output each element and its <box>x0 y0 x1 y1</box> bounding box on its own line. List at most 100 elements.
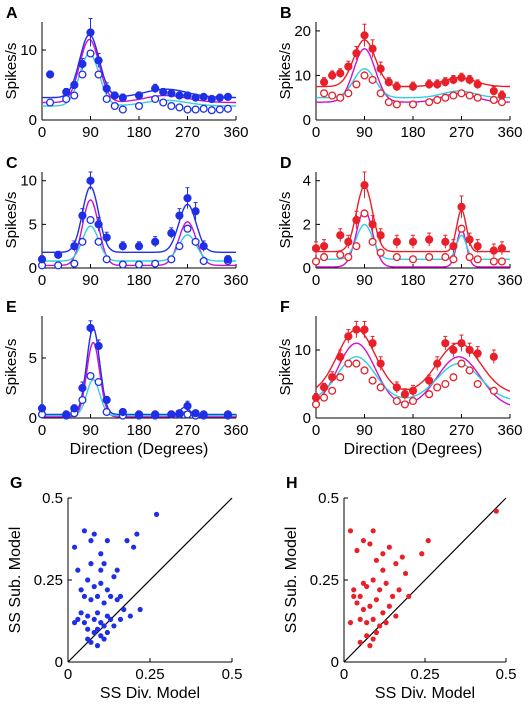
scatter-point <box>153 511 160 517</box>
open-point <box>102 255 111 264</box>
open-point <box>465 366 474 375</box>
x-tick-label: 180 <box>126 272 151 289</box>
filled-point <box>167 228 176 238</box>
scatter-point <box>117 593 124 600</box>
open-point <box>207 106 216 115</box>
y-axis-label: Spikes/s <box>3 192 20 249</box>
open-point <box>183 410 192 419</box>
scatter-point <box>104 538 110 544</box>
panel-letter: D <box>280 155 292 172</box>
filled-point <box>199 242 208 251</box>
x-tick-label: 90 <box>356 124 373 141</box>
scatter-point <box>104 613 110 619</box>
open-point <box>384 98 393 107</box>
open-point <box>392 253 401 262</box>
filled-point <box>457 339 466 348</box>
x-tick-label: 90 <box>356 422 373 439</box>
open-point <box>167 101 176 111</box>
fit-curve-magenta <box>42 199 236 267</box>
filled-point <box>425 235 434 244</box>
scatter-point <box>85 613 91 619</box>
y-tick-label: 5 <box>29 216 37 233</box>
scatter-point <box>357 593 363 600</box>
filled-point <box>433 80 442 89</box>
filled-point <box>94 341 103 351</box>
filled-point <box>497 91 507 100</box>
filled-point <box>319 383 329 392</box>
fit-curve-red <box>316 39 510 88</box>
open-point <box>191 105 200 114</box>
filled-point <box>352 325 361 334</box>
x-axis-label: SS Div. Model <box>375 685 475 702</box>
filled-point <box>167 89 176 98</box>
filled-point <box>191 93 200 102</box>
open-point <box>441 93 450 102</box>
filled-point <box>199 410 208 419</box>
filled-point <box>78 383 87 393</box>
x-tick-label: 360 <box>223 124 248 141</box>
scatter-point <box>373 597 379 603</box>
open-point <box>199 104 208 113</box>
identity-line <box>343 497 507 663</box>
scatter-point <box>137 606 143 613</box>
scatter-point <box>399 554 405 560</box>
open-point <box>62 94 71 104</box>
filled-point <box>86 176 95 185</box>
filled-point <box>62 410 71 419</box>
filled-point <box>37 404 47 413</box>
panel-letter: H <box>286 475 298 492</box>
scatter-point <box>370 616 376 622</box>
open-point <box>320 89 329 98</box>
open-point <box>352 359 361 368</box>
panel-letter: B <box>280 5 292 22</box>
filled-point <box>352 49 361 58</box>
y-tick-label: 10 <box>20 173 37 190</box>
scatter-point <box>71 620 78 626</box>
filled-point <box>441 339 450 348</box>
scatter-point <box>94 626 101 632</box>
x-tick-label: 0.25 <box>410 666 439 683</box>
filled-point <box>134 91 144 100</box>
filled-point <box>134 410 144 419</box>
open-point <box>78 237 87 246</box>
filled-point <box>207 94 216 104</box>
scatter-point <box>91 629 97 636</box>
filled-point <box>151 410 160 419</box>
open-point <box>408 396 418 406</box>
open-point <box>183 105 192 114</box>
scatter-point <box>114 567 120 573</box>
panel-letter: A <box>6 5 18 22</box>
filled-point <box>360 325 369 334</box>
filled-point <box>441 237 450 246</box>
open-point <box>473 379 482 389</box>
scatter-point <box>108 616 114 622</box>
scatter-point <box>383 620 389 626</box>
open-point <box>489 257 498 266</box>
scatter-point <box>98 620 104 626</box>
filled-point <box>45 70 55 79</box>
filled-point <box>344 237 353 246</box>
scatter-point <box>114 597 120 603</box>
scatter-point <box>104 629 110 636</box>
filled-point <box>118 242 127 251</box>
filled-point <box>376 359 385 368</box>
open-point <box>489 386 498 395</box>
open-point <box>46 98 55 107</box>
filled-point <box>328 373 337 382</box>
x-tick-label: 180 <box>126 124 151 141</box>
y-axis-label: Spikes/s <box>277 339 294 396</box>
filled-point <box>215 93 224 102</box>
x-tick-label: 360 <box>497 422 522 439</box>
scatter-point <box>91 616 97 622</box>
open-point <box>352 80 361 89</box>
open-point <box>425 98 434 107</box>
filled-point <box>449 242 458 251</box>
open-point <box>392 100 401 109</box>
scatter-point <box>98 567 104 573</box>
open-point <box>457 224 466 233</box>
filled-point <box>408 386 418 395</box>
filled-point <box>449 345 458 355</box>
filled-point <box>319 242 329 251</box>
scatter-point <box>377 587 383 593</box>
